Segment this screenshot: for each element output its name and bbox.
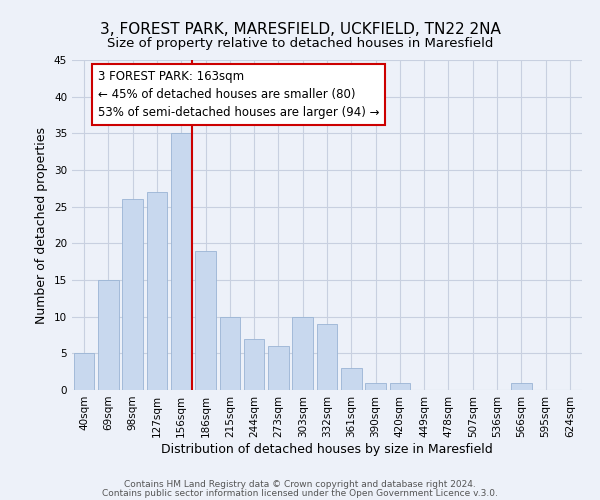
Bar (98, 280, 119, 390)
Bar (317, 324, 337, 390)
Y-axis label: Number of detached properties: Number of detached properties (35, 126, 49, 324)
Text: 3 FOREST PARK: 163sqm
← 45% of detached houses are smaller (80)
53% of semi-deta: 3 FOREST PARK: 163sqm ← 45% of detached … (97, 70, 379, 119)
Bar (220, 316, 240, 390)
Bar (268, 346, 289, 390)
X-axis label: Distribution of detached houses by size in Maresfield: Distribution of detached houses by size … (161, 442, 493, 456)
Text: Contains public sector information licensed under the Open Government Licence v.: Contains public sector information licen… (102, 488, 498, 498)
Bar (195, 250, 216, 390)
Bar (146, 192, 167, 390)
Bar (389, 382, 410, 390)
Text: Size of property relative to detached houses in Maresfield: Size of property relative to detached ho… (107, 38, 493, 51)
Bar (122, 200, 143, 390)
Text: Contains HM Land Registry data © Crown copyright and database right 2024.: Contains HM Land Registry data © Crown c… (124, 480, 476, 489)
Bar (511, 382, 532, 390)
Bar (171, 134, 191, 390)
Text: 3, FOREST PARK, MARESFIELD, UCKFIELD, TN22 2NA: 3, FOREST PARK, MARESFIELD, UCKFIELD, TN… (100, 22, 500, 38)
Bar (74, 354, 94, 390)
Bar (292, 316, 313, 390)
Bar (341, 368, 362, 390)
Bar (365, 382, 386, 390)
Bar (244, 338, 265, 390)
